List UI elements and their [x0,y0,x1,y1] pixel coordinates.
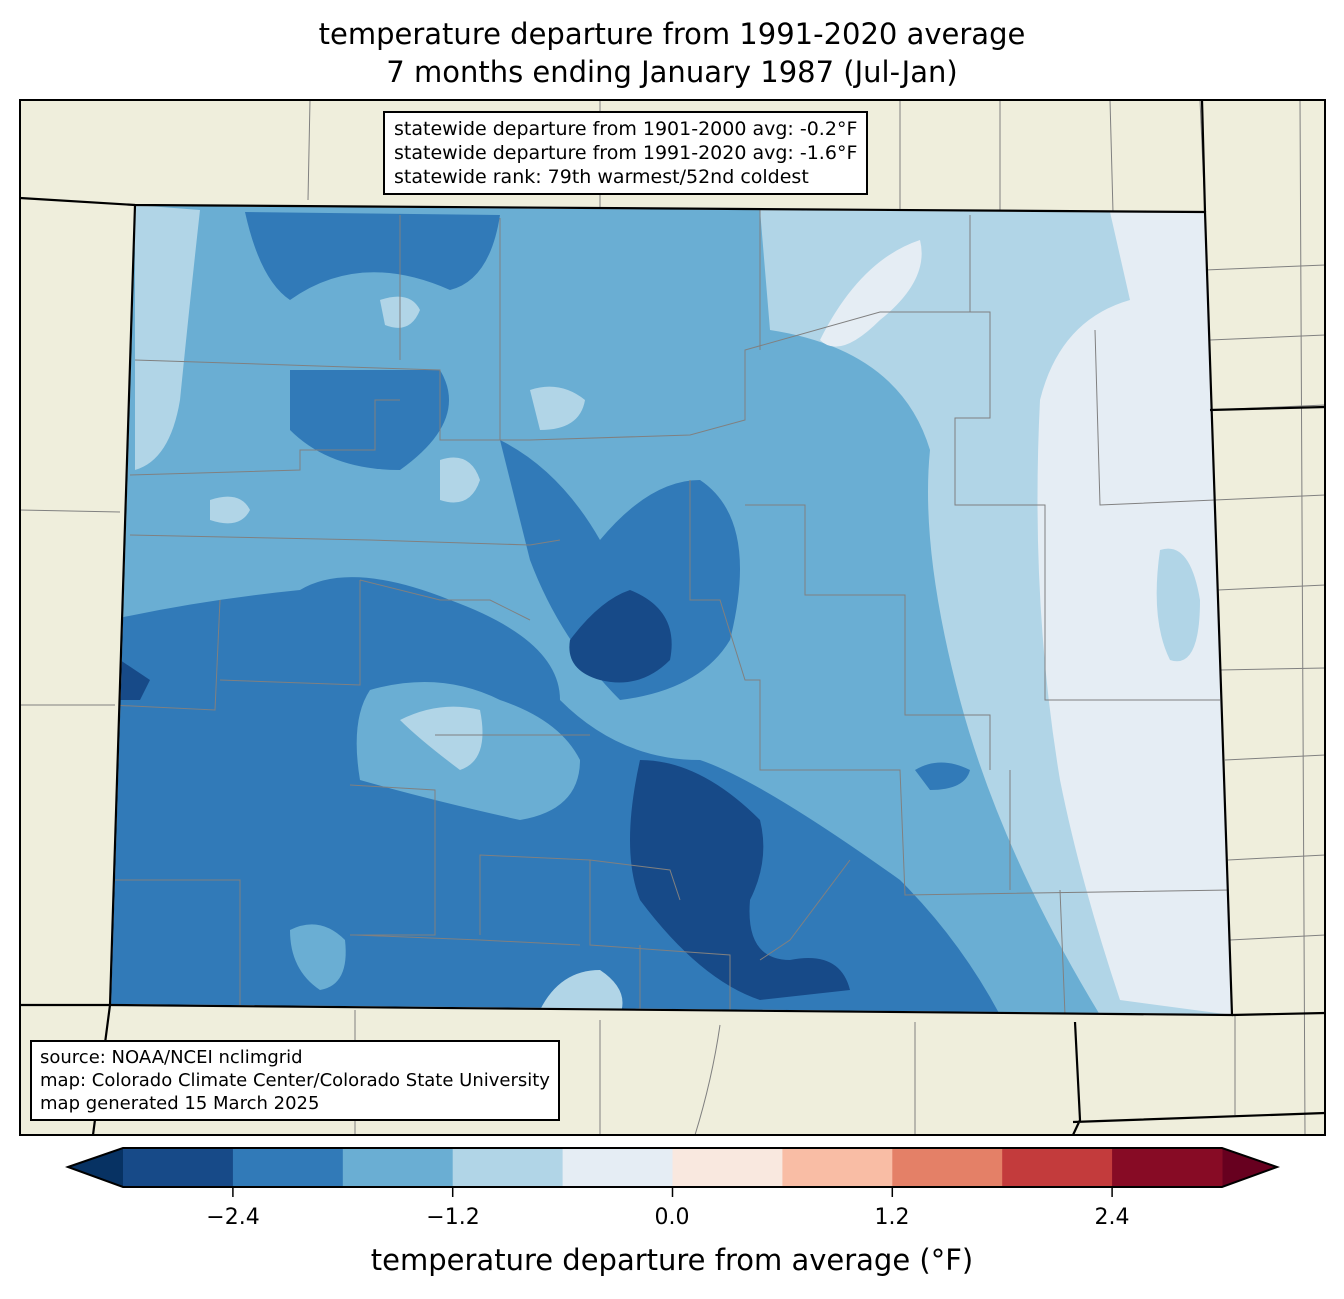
colorbar-label: temperature departure from average (°F) [370,1243,974,1277]
map-frame [19,99,1326,1136]
colorbar-bin [672,1148,783,1187]
colorbar-bin [562,1148,673,1187]
colorbar-bin [452,1148,564,1187]
stats-departure-1991-2020: statewide departure from 1991-2020 avg: … [394,142,858,164]
colorbar-bin [892,1148,1003,1187]
colorbar-tick-label: 1.2 [874,1205,910,1230]
colorbar-bin [123,1148,234,1187]
source-line: source: NOAA/NCEI nclimgrid [40,1047,303,1068]
state-boundaries [20,100,1325,1135]
map-credit-line: map: Colorado Climate Center/Colorado St… [40,1070,550,1091]
colorbar-tick-label: −1.2 [426,1205,480,1230]
colorbar-tick-label: 2.4 [1094,1205,1130,1230]
stats-rank: statewide rank: 79th warmest/52nd coldes… [394,166,809,188]
colorbar-tick-label: 0.0 [654,1205,690,1230]
colorbar-bin [1002,1148,1113,1187]
colorbar-extend-high [1222,1148,1277,1187]
map-title-line1: temperature departure from 1991-2020 ave… [318,17,1026,51]
colorbar-bin [782,1148,893,1187]
colorbar-bin [232,1148,344,1187]
colorbar-bin [1112,1148,1223,1187]
stats-departure-1901-2000: statewide departure from 1901-2000 avg: … [394,118,858,140]
source-box: source: NOAA/NCEI nclimgrid map: Colorad… [30,1040,560,1121]
statewide-stats-box: statewide departure from 1901-2000 avg: … [383,111,869,195]
generated-date-line: map generated 15 March 2025 [40,1093,320,1114]
county-lines [110,210,1231,1015]
map-title-line2: 7 months ending January 1987 (Jul-Jan) [386,55,958,89]
colorbar-tick-label: −2.4 [206,1205,260,1230]
colorbar-bin [342,1148,454,1187]
colorbar [65,1147,1280,1197]
colorbar-extend-low [68,1148,123,1187]
